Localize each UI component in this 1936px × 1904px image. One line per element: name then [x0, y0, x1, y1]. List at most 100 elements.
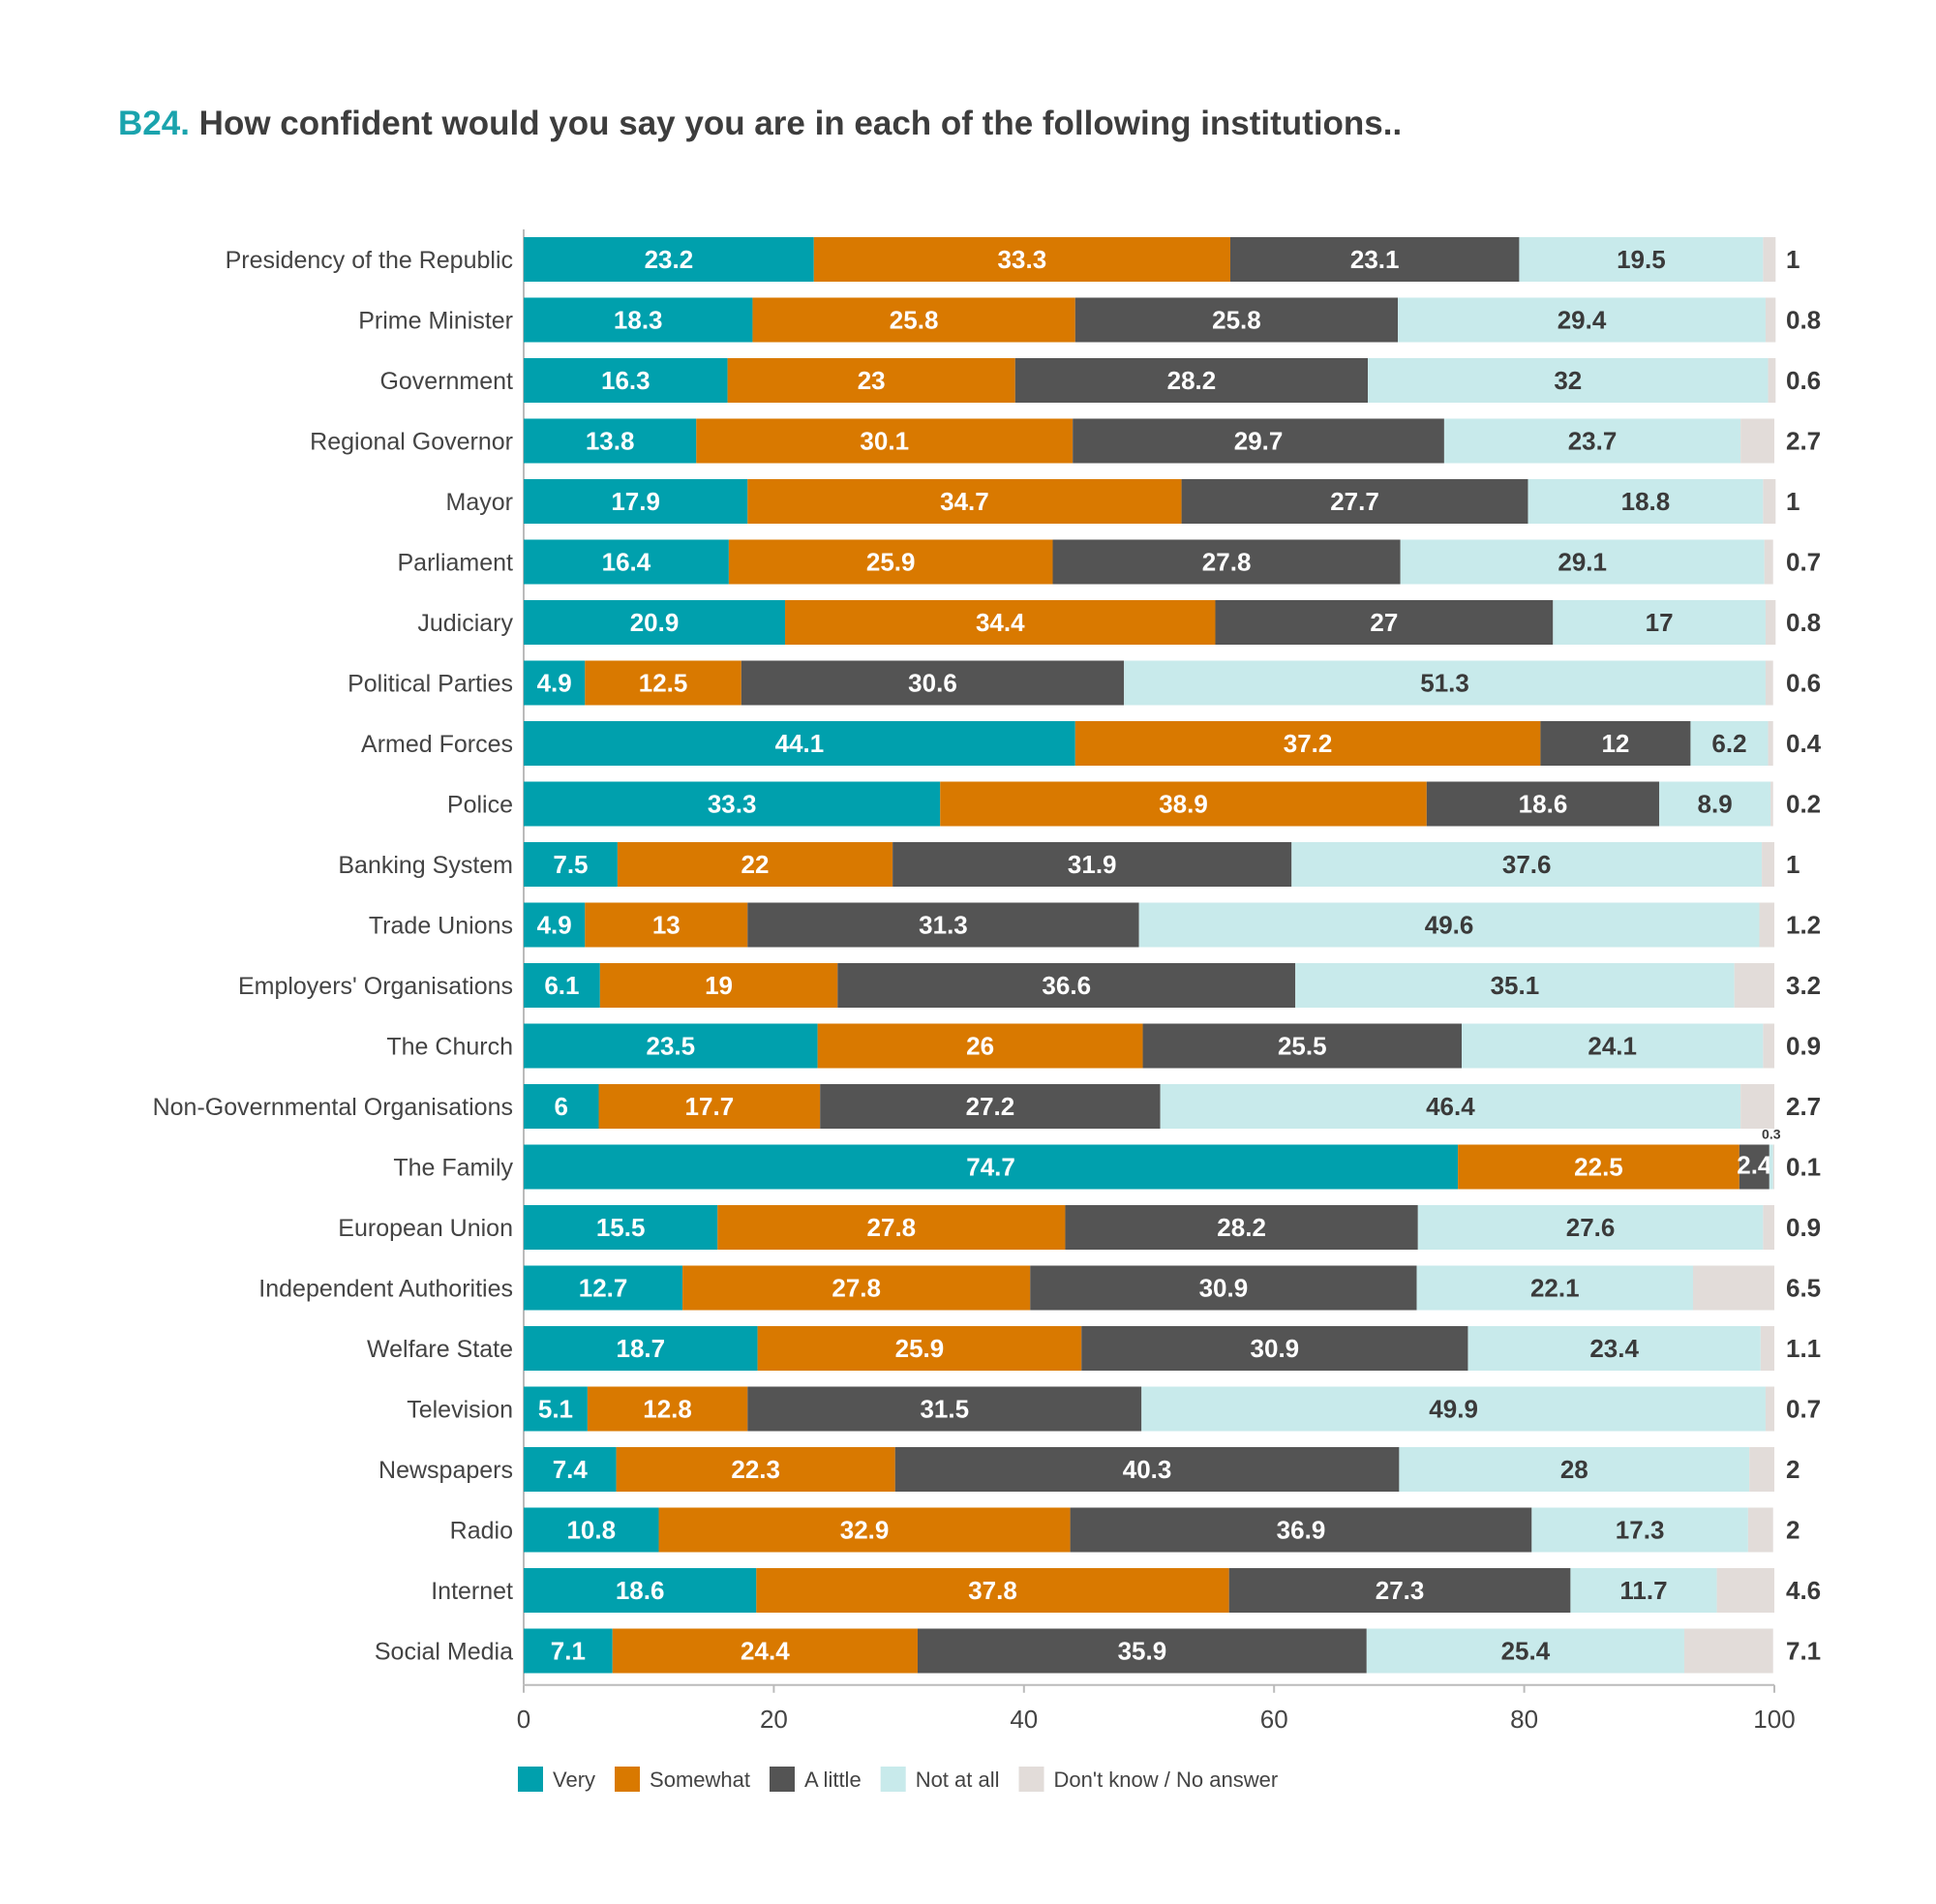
bar-value-label: 1.2: [1786, 911, 1821, 940]
bar-segment: [524, 1386, 588, 1432]
bar-value-label: 7.1: [551, 1637, 586, 1666]
bar-value-label: 18.6: [1519, 790, 1568, 819]
bar-value-label: 23.1: [1350, 245, 1400, 274]
bar-segment: [1693, 1265, 1774, 1311]
bar-value-label: 26: [966, 1032, 994, 1061]
bar-segment: [1368, 358, 1769, 403]
bar-value-label: 17.9: [611, 487, 660, 516]
category-label: Government: [379, 368, 513, 395]
bar-value-label: 35.1: [1491, 971, 1540, 1000]
bar-value-label: 20.9: [630, 608, 680, 637]
x-tick-label: 0: [517, 1705, 530, 1734]
bar-segment: [1769, 1144, 1773, 1190]
bar-segment: [894, 1447, 1400, 1492]
category-label: Banking System: [338, 852, 513, 879]
bar-value-label: 6.1: [544, 971, 579, 1000]
bar-value-label: 22: [741, 850, 770, 879]
bar-segment: [1462, 1023, 1764, 1069]
bar-segment: [585, 660, 741, 706]
bar-value-label: 0.4: [1786, 729, 1822, 758]
category-label: The Church: [386, 1034, 513, 1061]
bar-value-label: 16.4: [602, 548, 651, 577]
bar-segment: [1467, 1326, 1761, 1371]
category-label: European Union: [338, 1215, 513, 1242]
bar-segment: [612, 1628, 918, 1674]
bar-value-label: 22.5: [1574, 1153, 1623, 1182]
bar-segment: [1768, 358, 1776, 403]
bar-segment: [1443, 418, 1741, 464]
bar-segment: [1366, 1628, 1684, 1674]
bar-value-label: 25.9: [866, 548, 916, 577]
bar-segment: [1570, 1568, 1717, 1613]
bar-segment: [524, 1023, 818, 1069]
category-label: Employers' Organisations: [238, 973, 513, 1000]
bar-segment: [1014, 358, 1369, 403]
bar-segment: [1749, 1447, 1774, 1492]
bar-segment: [524, 842, 618, 887]
bar-segment: [1228, 1568, 1571, 1613]
bar-value-label: 27.6: [1566, 1213, 1616, 1242]
bar-value-label: 37.2: [1284, 729, 1333, 758]
bar-segment: [1074, 721, 1541, 766]
bar-value-label: 22.1: [1530, 1274, 1580, 1303]
bar-value-label: 49.6: [1425, 911, 1474, 940]
bar-value-label: 25.8: [1212, 306, 1261, 335]
bar-segment: [728, 539, 1053, 585]
bar-segment: [1528, 479, 1764, 524]
bar-segment: [524, 1447, 617, 1492]
bar-value-label: 19: [705, 971, 733, 1000]
bar-segment: [892, 842, 1292, 887]
bar-segment: [1659, 781, 1771, 827]
category-label: Regional Governor: [310, 429, 513, 456]
bar-segment: [1747, 1507, 1773, 1553]
bar-value-label: 30.9: [1199, 1274, 1249, 1303]
bar-segment: [599, 963, 838, 1008]
bar-segment: [1762, 842, 1774, 887]
bar-value-label: 17: [1646, 608, 1674, 637]
bar-segment: [1763, 237, 1776, 282]
bar-value-label: 0.8: [1786, 306, 1821, 335]
bar-segment: [817, 1023, 1143, 1069]
bar-segment: [524, 358, 728, 403]
bar-value-label: 34.7: [940, 487, 989, 516]
bar-value-label: 0.9: [1786, 1213, 1821, 1242]
bar-value-label: 40.3: [1123, 1455, 1172, 1484]
x-tick-label: 80: [1510, 1705, 1538, 1734]
legend-label: Very: [553, 1768, 595, 1792]
bar-segment: [1081, 1326, 1468, 1371]
bar-segment: [1683, 1628, 1773, 1674]
bar-value-label: 74.7: [966, 1153, 1015, 1182]
bar-value-label: 49.9: [1429, 1395, 1478, 1424]
bar-value-label: 4.9: [537, 911, 572, 940]
bar-segment: [1760, 1326, 1774, 1371]
category-label: Trade Unions: [369, 913, 513, 940]
bar-value-label: 2: [1786, 1516, 1800, 1545]
category-label: Non-Governmental Organisations: [153, 1094, 513, 1121]
bar-value-label: 37.6: [1502, 850, 1552, 879]
bar-value-label: 36.9: [1277, 1516, 1326, 1545]
bar-segment: [1763, 1023, 1774, 1069]
bar-value-label: 12.5: [639, 669, 688, 698]
bar-segment: [813, 237, 1230, 282]
bar-segment: [717, 1205, 1066, 1250]
bar-segment: [616, 1447, 895, 1492]
bar-segment: [1291, 842, 1763, 887]
bar-value-label: 22.3: [731, 1455, 780, 1484]
bar-value-label: 13: [652, 911, 681, 940]
bar-segment: [696, 418, 1074, 464]
category-label: Presidency of the Republic: [226, 247, 513, 274]
bar-segment: [1181, 479, 1528, 524]
bar-value-label: 33.3: [708, 790, 757, 819]
bar-segment: [1770, 781, 1773, 827]
bar-value-label: 27.3: [1376, 1576, 1425, 1605]
bar-value-label: 15.5: [596, 1213, 646, 1242]
bar-segment: [1765, 1386, 1774, 1432]
category-label: Judiciary: [417, 610, 513, 637]
bar-segment: [747, 902, 1139, 948]
bar-segment: [1740, 1084, 1774, 1129]
bar-value-label: 12.7: [579, 1274, 628, 1303]
category-label: Welfare State: [367, 1336, 513, 1363]
bar-value-label: 4.6: [1786, 1576, 1821, 1605]
bar-value-label: 25.4: [1501, 1637, 1551, 1666]
